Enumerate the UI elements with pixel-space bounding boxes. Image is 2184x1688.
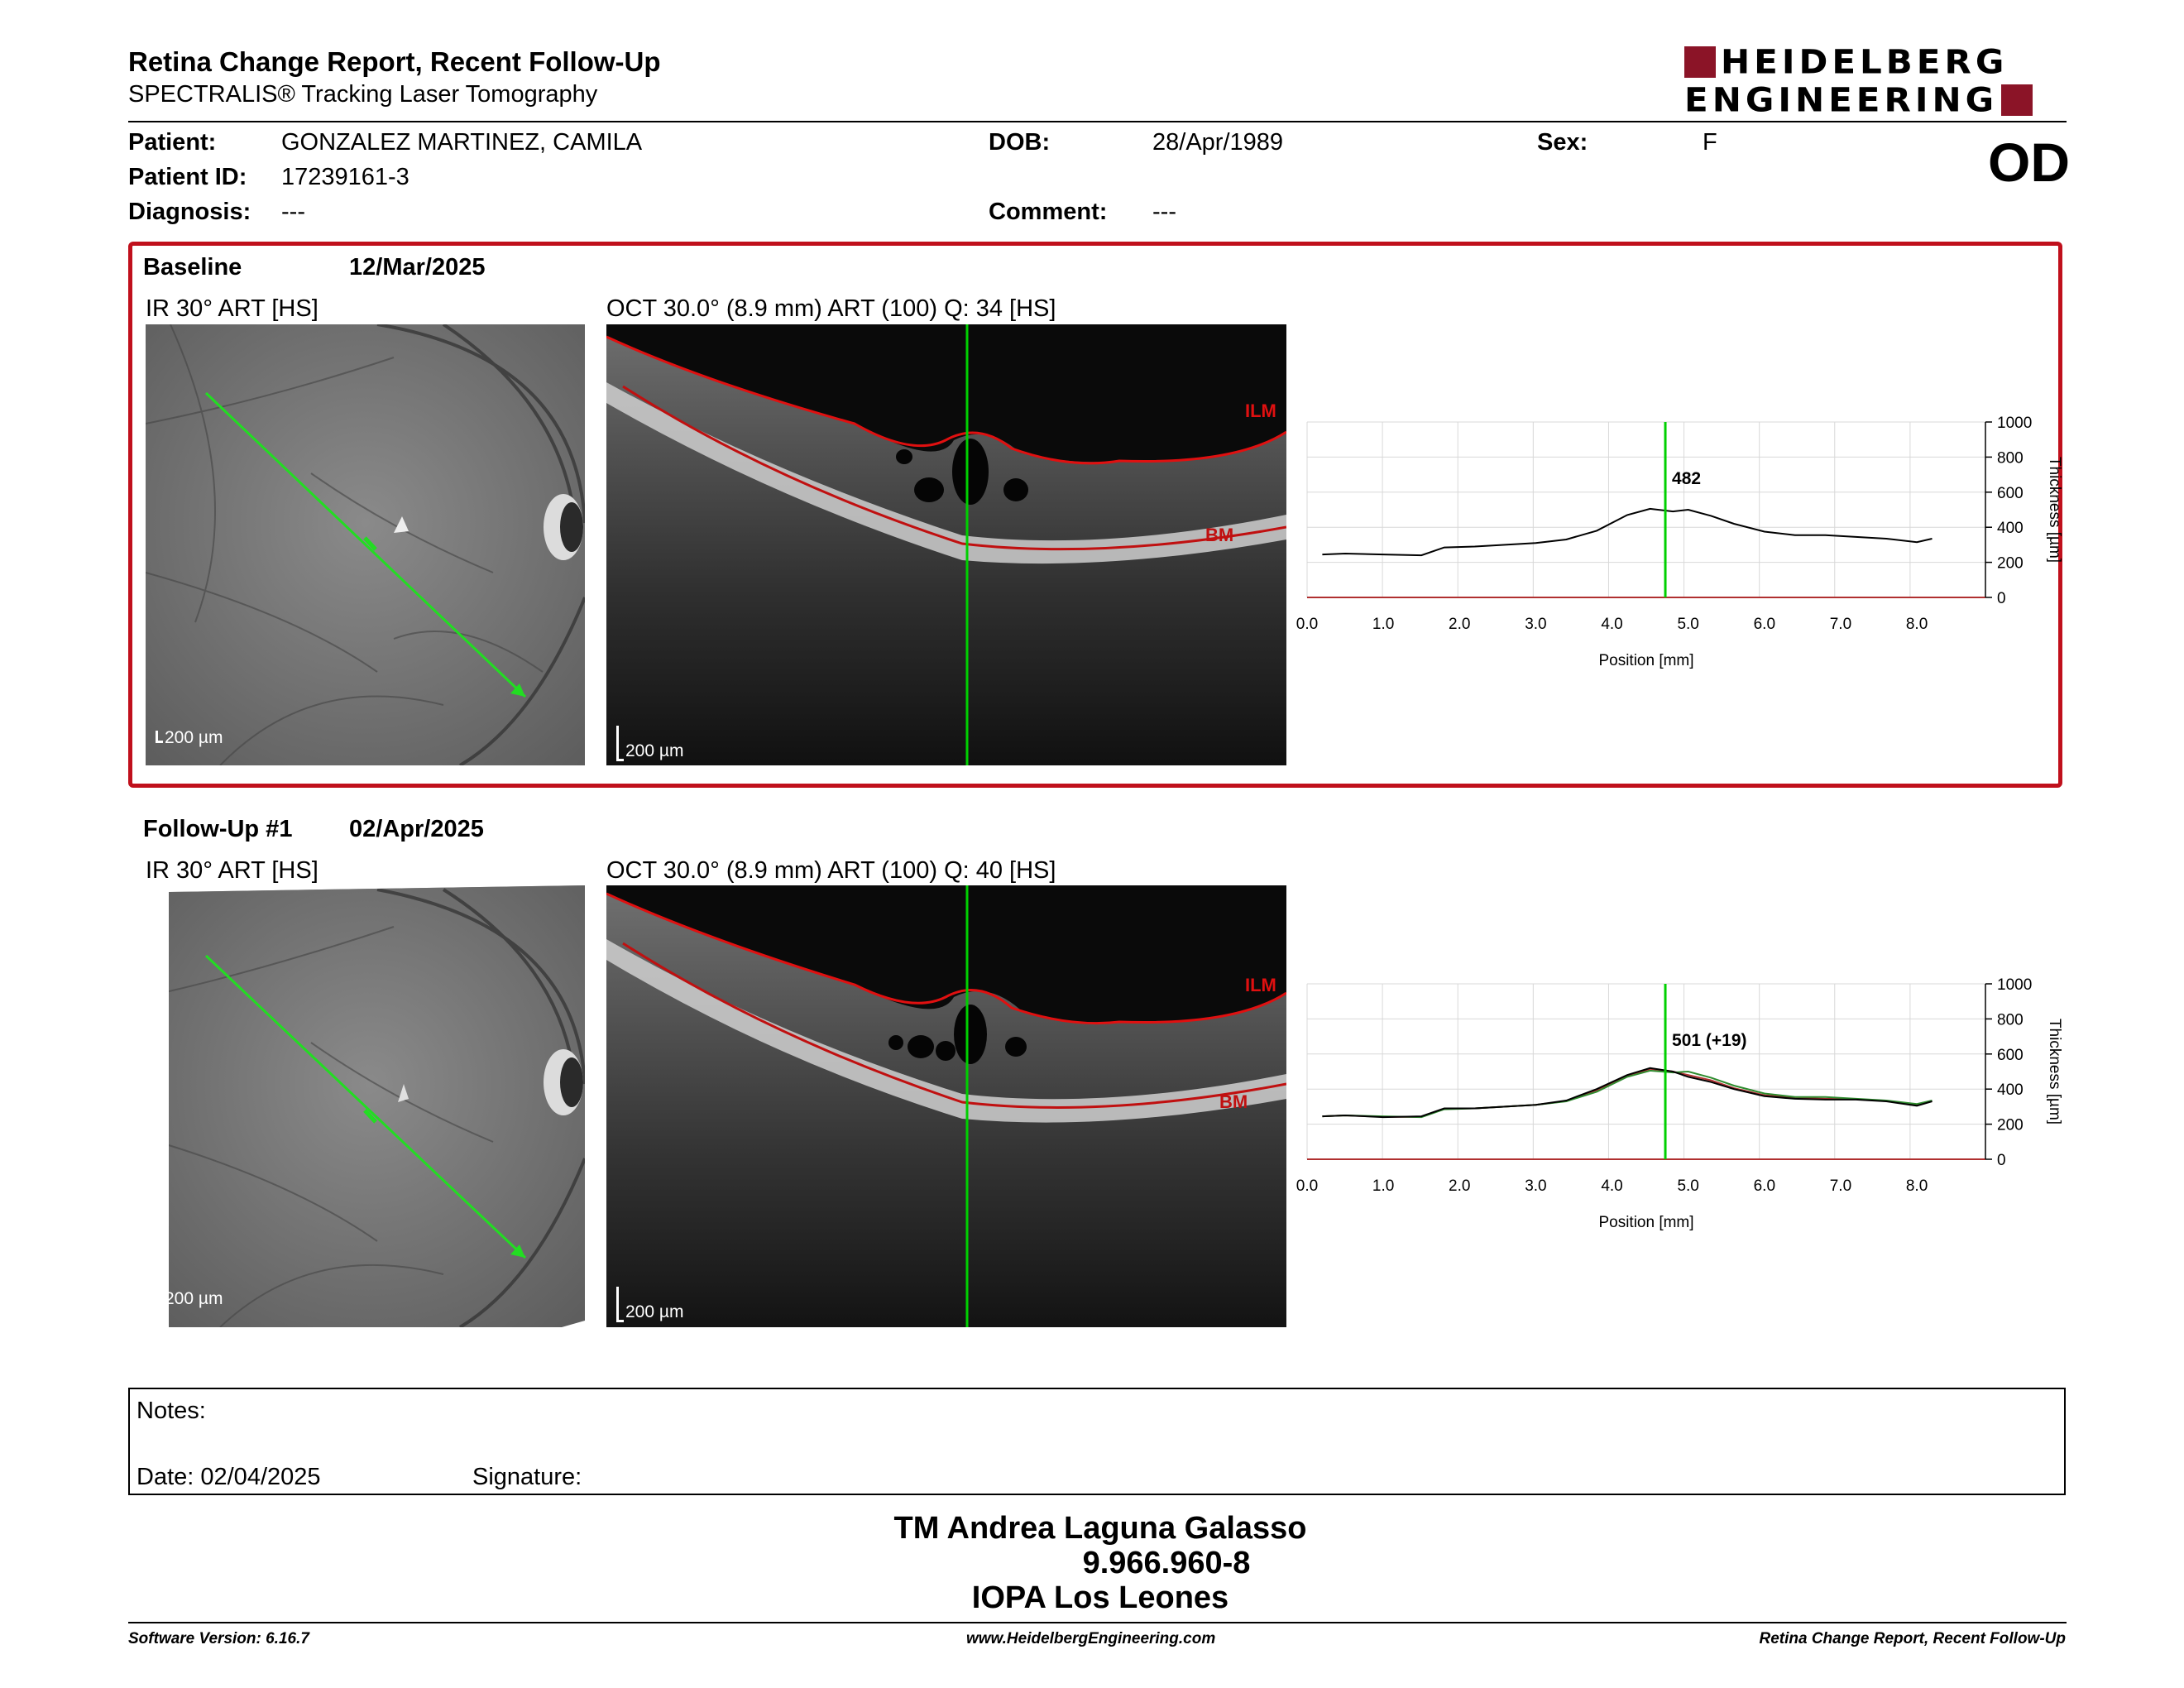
followup-ilm-label: ILM <box>1245 975 1276 995</box>
followup-thickness-chart: 0 200 400 600 800 1000 0.0 1.0 2.0 3.0 4.0 5.0 6.0 7.… <box>1296 976 2063 1231</box>
diagnosis-label: Diagnosis: <box>128 199 251 225</box>
x-tick-label: 1.0 <box>1372 616 1394 633</box>
baseline-ir-svg <box>146 324 585 765</box>
heidelberg-logo: HEIDELBERG ENGINEERING <box>1684 46 2067 117</box>
signer-name: TM Andrea Laguna Galasso <box>893 1511 1307 1546</box>
sex-value: F <box>1703 129 1717 156</box>
x-tick-label: 7.0 <box>1830 1177 1851 1195</box>
y-tick-label: 600 <box>1997 1047 2024 1064</box>
notes-box: Notes: Date: 02/04/2025 Signature: <box>128 1388 2066 1495</box>
followup-oct-image: ILM BM 200 µm <box>606 885 1286 1327</box>
thickness-series-line <box>1322 507 1933 557</box>
baseline-oct-scale: 200 µm <box>616 726 683 761</box>
baseline-thickness-chart: 0 200 400 600 800 1000 0.0 1.0 2.0 3.0 4.0 5.0 6.0 7.… <box>1296 415 2063 669</box>
x-tick-label: 5.0 <box>1677 616 1698 633</box>
y-tick-label: 0 <box>1997 590 2006 607</box>
patient-label: Patient: <box>128 129 217 156</box>
notes-date: Date: 02/04/2025 <box>136 1464 321 1490</box>
baseline-ir-caption: IR 30° ART [HS] <box>146 295 318 322</box>
website: www.HeidelbergEngineering.com <box>966 1630 1216 1647</box>
x-tick-label: 2.0 <box>1449 1177 1470 1195</box>
followup-ir-image: 200 µm <box>146 885 587 1329</box>
y-tick-label: 400 <box>1997 520 2024 537</box>
thickness-series-line <box>1322 1069 1933 1119</box>
baseline-frame <box>128 242 2062 788</box>
followup-date: 02/Apr/2025 <box>349 816 484 842</box>
baseline-date: 12/Mar/2025 <box>349 254 486 281</box>
y-tick-label: 200 <box>1997 555 2024 573</box>
x-tick-label: 3.0 <box>1525 616 1546 633</box>
baseline-ir-image: 200 µm <box>146 324 585 765</box>
y-tick-label: 0 <box>1997 1152 2006 1169</box>
sex-label: Sex: <box>1537 129 1588 156</box>
followup-oct-scale: 200 µm <box>616 1287 683 1322</box>
notes-label: Notes: <box>136 1398 206 1424</box>
signature-label: Signature: <box>472 1464 582 1490</box>
signer-rut: 9.966.960-8 <box>1082 1546 1251 1580</box>
baseline-ilm-label: ILM <box>1245 400 1276 421</box>
x-axis-label: Position [mm] <box>1598 652 1693 669</box>
software-version: Software Version: 6.16.7 <box>128 1630 309 1647</box>
x-tick-label: 5.0 <box>1677 1177 1698 1195</box>
baseline-oct-image: ILM BM 200 µm <box>606 324 1286 765</box>
logo-square-icon <box>1684 46 1716 78</box>
signer-clinic: IOPA Los Leones <box>971 1580 1229 1615</box>
patient-id: 17239161-3 <box>281 164 410 190</box>
comment-label: Comment: <box>989 199 1108 225</box>
x-tick-label: 3.0 <box>1525 1177 1546 1195</box>
x-tick-label: 7.0 <box>1830 616 1851 633</box>
followup-ir-svg <box>146 885 587 1329</box>
y-tick-label: 400 <box>1997 1081 2024 1099</box>
x-tick-label: 1.0 <box>1372 1177 1394 1195</box>
baseline-oct-caption: OCT 30.0° (8.9 mm) ART (100) Q: 34 [HS] <box>606 295 1056 322</box>
y-tick-label: 800 <box>1997 1011 2024 1029</box>
x-tick-label: 0.0 <box>1296 1177 1318 1195</box>
x-tick-label: 8.0 <box>1906 1177 1928 1195</box>
dob-value: 28/Apr/1989 <box>1152 129 1284 156</box>
cursor-value-label: 482 <box>1672 469 1701 488</box>
x-tick-label: 6.0 <box>1754 1177 1775 1195</box>
x-tick-label: 4.0 <box>1601 616 1622 633</box>
x-tick-label: 8.0 <box>1906 616 1928 633</box>
followup-ir-caption: IR 30° ART [HS] <box>146 857 318 884</box>
diagnosis-value: --- <box>281 199 305 225</box>
followup-ir-scale: 200 µm <box>156 1289 223 1309</box>
report-title: Retina Change Report, Recent Follow-Up <box>128 46 661 77</box>
y-tick-label: 200 <box>1997 1117 2024 1134</box>
x-tick-label: 0.0 <box>1296 616 1318 633</box>
x-tick-label: 4.0 <box>1601 1177 1622 1195</box>
y-tick-label: 1000 <box>1997 415 2032 432</box>
thickness-series-line <box>1322 1067 1933 1119</box>
x-axis-label: Position [mm] <box>1598 1214 1693 1231</box>
footer-report-name: Retina Change Report, Recent Follow-Up <box>1759 1630 2066 1647</box>
eye-indicator: OD <box>1988 132 2070 193</box>
patient-id-label: Patient ID: <box>128 164 247 190</box>
followup-oct-svg: ILM BM <box>606 885 1286 1327</box>
y-tick-label: 1000 <box>1997 976 2032 994</box>
baseline-oct-svg: ILM BM <box>606 324 1286 765</box>
footer-divider <box>128 1622 2067 1623</box>
x-tick-label: 6.0 <box>1754 616 1775 633</box>
baseline-label: Baseline <box>143 254 242 281</box>
logo-square-icon <box>2001 84 2033 116</box>
y-tick-label: 600 <box>1997 485 2024 502</box>
followup-label: Follow-Up #1 <box>143 816 293 842</box>
logo-line1: HEIDELBERG <box>1721 42 2009 81</box>
x-tick-label: 2.0 <box>1449 616 1470 633</box>
followup-oct-caption: OCT 30.0° (8.9 mm) ART (100) Q: 40 [HS] <box>606 857 1056 884</box>
y-axis-label: Thickness [µm] <box>2046 457 2063 563</box>
logo-line2: ENGINEERING <box>1684 80 1999 119</box>
patient-name: GONZALEZ MARTINEZ, CAMILA <box>281 129 643 156</box>
dob-label: DOB: <box>989 129 1051 156</box>
y-axis-label: Thickness [µm] <box>2046 1019 2063 1125</box>
baseline-bm-label: BM <box>1205 525 1233 545</box>
cursor-value-label: 501 (+19) <box>1672 1031 1746 1050</box>
baseline-ir-scale: 200 µm <box>156 728 223 748</box>
followup-bm-label: BM <box>1219 1091 1248 1112</box>
report-subtitle: SPECTRALIS® Tracking Laser Tomography <box>128 81 598 108</box>
y-tick-label: 800 <box>1997 449 2024 467</box>
comment-value: --- <box>1152 199 1176 225</box>
header-divider <box>128 121 2067 122</box>
